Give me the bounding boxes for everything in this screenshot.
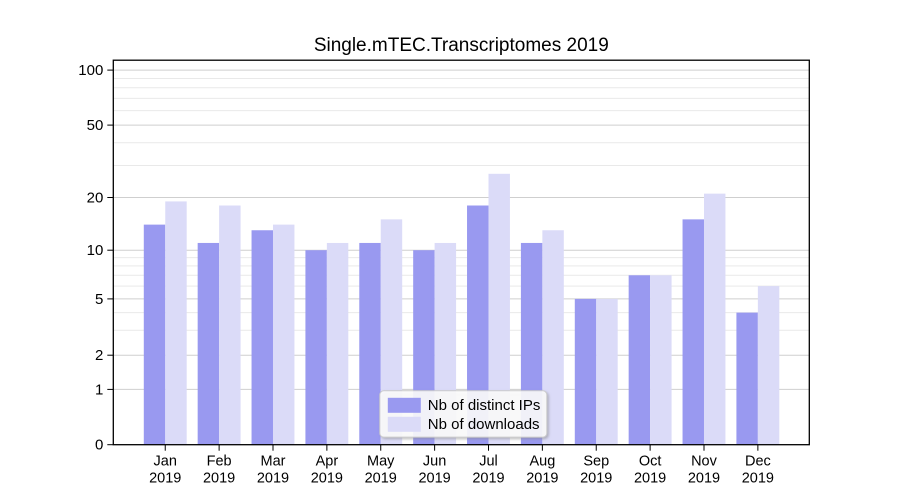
svg-text:May: May — [367, 454, 395, 470]
svg-text:Oct: Oct — [639, 454, 662, 470]
svg-text:0: 0 — [95, 437, 103, 454]
svg-text:Apr: Apr — [316, 454, 339, 470]
svg-text:Single.mTEC.Transcriptomes 201: Single.mTEC.Transcriptomes 2019 — [314, 35, 609, 56]
svg-text:20: 20 — [87, 190, 104, 207]
svg-text:Nb of distinct IPs: Nb of distinct IPs — [428, 397, 541, 414]
svg-text:2019: 2019 — [418, 471, 450, 487]
svg-text:2019: 2019 — [365, 471, 397, 487]
svg-text:Feb: Feb — [207, 454, 232, 470]
svg-text:100: 100 — [78, 62, 103, 79]
svg-text:1: 1 — [95, 381, 103, 398]
svg-text:2019: 2019 — [634, 471, 666, 487]
svg-text:Mar: Mar — [260, 454, 285, 470]
svg-text:Jul: Jul — [479, 454, 498, 470]
svg-text:Jun: Jun — [423, 454, 446, 470]
svg-text:50: 50 — [87, 117, 104, 134]
svg-text:2019: 2019 — [203, 471, 235, 487]
svg-text:5: 5 — [95, 291, 103, 308]
svg-text:10: 10 — [87, 242, 104, 259]
svg-text:2019: 2019 — [688, 471, 720, 487]
svg-text:2019: 2019 — [742, 471, 774, 487]
svg-text:2: 2 — [95, 347, 103, 364]
svg-text:Sep: Sep — [583, 454, 609, 470]
svg-text:2019: 2019 — [580, 471, 612, 487]
svg-text:Dec: Dec — [745, 454, 771, 470]
svg-text:Nov: Nov — [691, 454, 718, 470]
svg-text:2019: 2019 — [311, 471, 343, 487]
svg-text:Jan: Jan — [154, 454, 177, 470]
svg-text:Nb of downloads: Nb of downloads — [428, 416, 540, 433]
svg-text:2019: 2019 — [257, 471, 289, 487]
svg-text:2019: 2019 — [472, 471, 504, 487]
svg-text:2019: 2019 — [149, 471, 181, 487]
svg-text:Aug: Aug — [529, 454, 555, 470]
svg-text:2019: 2019 — [526, 471, 558, 487]
